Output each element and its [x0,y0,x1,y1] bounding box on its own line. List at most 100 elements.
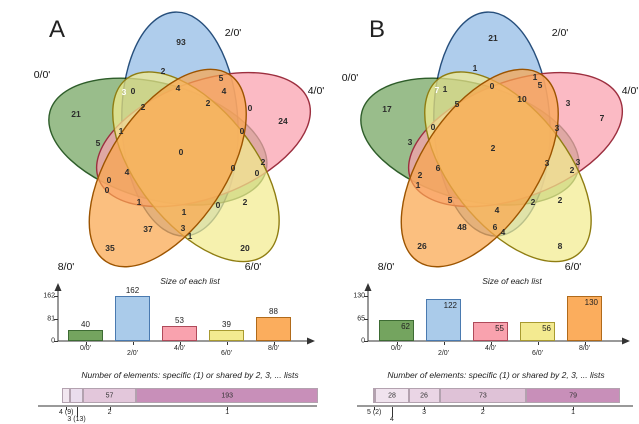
stacked-axis-tick [374,407,376,410]
venn-region-count: 0 [239,126,245,136]
stacked-axis-label: 2 [480,409,485,416]
venn-region-count: 0 [430,122,436,132]
bar-value-label: 39 [222,320,231,329]
stacked-axis-label: 4 [390,416,394,423]
venn-region-count: 4 [500,227,506,237]
venn-set-label: 8/0' [57,261,75,273]
venn-region-count: 5 [537,80,543,90]
y-axis-tick [364,296,368,297]
stacked-axis-tick [76,407,78,417]
venn-region-count: 37 [143,224,153,234]
bar-4/0' [162,326,197,341]
venn-region-count: 3 [554,123,560,133]
x-axis-tick [490,342,492,345]
stacked-segment-1-lists [526,388,620,403]
bar-4/0' [473,322,508,341]
venn-region-count: 5 [218,73,224,83]
x-axis-tick [273,342,275,345]
venn-region-count: 48 [457,222,467,232]
x-axis-category-label: 4/0' [484,345,497,352]
bar-2/0' [115,296,150,341]
y-axis-tick [364,341,368,342]
venn-region-count: 3 [180,223,186,233]
bar-chart-title: Size of each list [482,276,542,286]
bar-value-label: 88 [269,307,278,316]
venn-region-count: 3 [565,98,571,108]
bar-0/0' [68,330,103,341]
venn-region-count: 0 [215,200,221,210]
stacked-segment-count: 26 [420,392,428,399]
bar-value-label: 122 [443,301,457,310]
x-axis-tick [584,342,586,345]
venn-region-count: 26 [417,241,427,251]
stacked-axis-label: 1 [571,409,576,416]
x-axis-tick [443,342,445,345]
venn-region-count: 4 [221,86,227,96]
venn-region-count: 1 [472,63,478,73]
venn-region-count: 3 [544,158,550,168]
stacked-segment-count: 79 [569,392,577,399]
venn-set-label: 6/0' [564,261,582,273]
panel-letter: B [368,16,386,43]
venn-region-count: 0 [106,175,112,185]
venn-region-count: 2 [242,197,248,207]
venn-set-label: 0/0' [33,69,51,81]
stacked-segment-count: 57 [105,392,114,399]
x-axis-category-label: 6/0' [220,350,233,357]
venn-region-count: 0 [247,103,253,113]
venn-region-count: 20 [240,243,250,253]
y-axis-tick-label: 0 [361,338,365,345]
x-axis-category-label: 4/0' [173,345,186,352]
venn-region-count: 0 [254,168,260,178]
stacked-segment-3-lists [70,388,83,403]
y-axis-tick-label: 0 [51,338,55,345]
bar-0/0' [379,320,414,341]
bar-6/0' [520,322,555,341]
y-axis-tick [54,318,58,320]
venn-region-count: 21 [488,33,498,43]
stacked-axis-tick [482,407,484,410]
venn-region-count: 4 [494,205,500,215]
venn-region-count: 3 [121,87,127,97]
stacked-axis-label: 1 [225,409,230,416]
venn-region-count: 5 [95,138,101,148]
venn-region-count: 0 [230,163,236,173]
venn-region-count: 3 [575,157,581,167]
stacked-segment-count: 28 [388,392,396,399]
venn-region-count: 2 [557,195,563,205]
panel-letter: A [48,16,66,43]
stacked-segment-2-lists [82,388,137,403]
y-axis-tick-label: 81 [47,315,55,322]
x-axis-category-label: 6/0' [531,350,544,357]
venn-set-label: 2/0' [224,27,242,39]
venn-region-count: 2 [205,98,211,108]
venn-region-count: 6 [492,222,498,232]
venn-diagram [48,11,312,268]
venn-region-count: 0 [489,81,495,91]
axis-arrows [54,283,315,345]
bar-8/0' [567,296,602,341]
x-axis-tick [226,342,228,345]
y-axis-tick-label: 162 [43,292,55,300]
bar-chart-axes [357,288,633,407]
stacked-segment-5-lists [373,388,376,403]
venn-region-count: 21 [71,109,81,119]
x-axis-category-label: 0/0' [79,345,92,352]
venn-region-count: 2 [569,165,575,175]
venn-region-count: 8 [557,241,563,251]
bar-value-label: 53 [175,316,184,325]
stacked-axis-tick [227,407,229,410]
venn-region-count: 7 [434,85,440,95]
venn-region-count: 5 [447,195,453,205]
venn-region-count: 4 [175,83,181,93]
venn-region-count: 1 [415,180,421,190]
x-axis-tick [537,342,539,345]
bar-value-label: 162 [125,286,140,295]
bar-2/0' [426,299,461,341]
bar-8/0' [256,317,291,341]
stacked-axis-tick [424,407,426,410]
bar-value-label: 40 [81,320,90,329]
venn-region-count: 7 [599,113,605,123]
bar-value-label: 130 [584,298,598,307]
x-axis-tick [179,342,181,345]
